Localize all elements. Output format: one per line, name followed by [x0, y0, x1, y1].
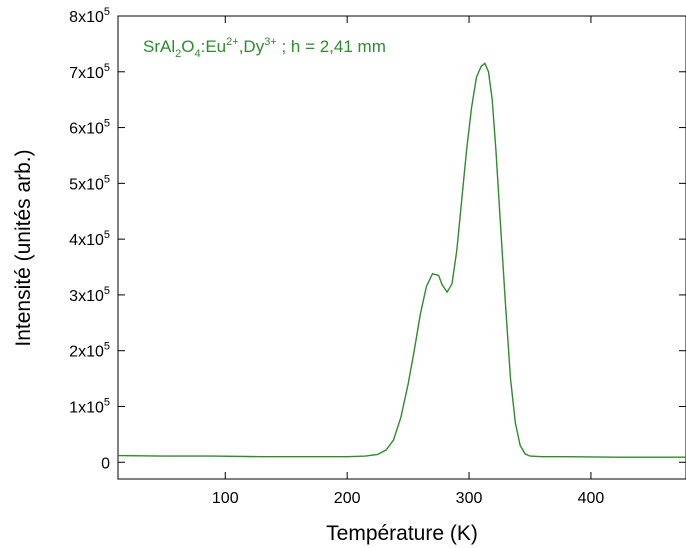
plot-frame — [117, 15, 686, 480]
y-axis-ticks: 0 1x105 2x105 3x105 4x105 5x105 6x105 7x105 8x10… — [69, 6, 686, 472]
annotation-part: O — [181, 37, 194, 56]
chart-annotation: SrAl2O4:Eu2+,Dy3+ ; h = 2,41 mm — [143, 36, 386, 60]
y-tick-label: 7x105 — [69, 62, 110, 82]
y-tick-label: 0 — [101, 455, 110, 472]
y-axis-title: Intensité (unités arb.) — [12, 149, 35, 346]
series-line — [117, 62, 686, 458]
x-tick-label: 200 — [334, 490, 361, 507]
annotation-part: SrAl — [143, 37, 175, 56]
annotation-sup: 3+ — [264, 36, 277, 48]
x-tick-label: 400 — [578, 490, 605, 507]
x-axis-title: Température (K) — [326, 522, 478, 545]
y-tick-label: 3x105 — [69, 285, 110, 305]
x-tick-label: 100 — [212, 490, 239, 507]
annotation-part: :Eu — [201, 37, 227, 56]
annotation-part: ; h = 2,41 mm — [277, 37, 386, 56]
y-tick-label: 4x105 — [69, 229, 110, 249]
annotation-part: ,Dy — [239, 37, 265, 56]
x-tick-label: 300 — [456, 490, 483, 507]
y-tick-label: 2x105 — [69, 341, 110, 361]
x-axis-ticks: 100 200 300 400 — [212, 16, 604, 507]
annotation-sub: 2 — [175, 48, 181, 60]
y-tick-label: 8x105 — [69, 6, 110, 26]
y-tick-label: 6x105 — [69, 118, 110, 138]
annotation-sup: 2+ — [226, 36, 239, 48]
annotation-sub: 4 — [194, 48, 200, 60]
y-tick-label: 1x105 — [69, 396, 110, 416]
y-tick-label: 5x105 — [69, 173, 110, 193]
